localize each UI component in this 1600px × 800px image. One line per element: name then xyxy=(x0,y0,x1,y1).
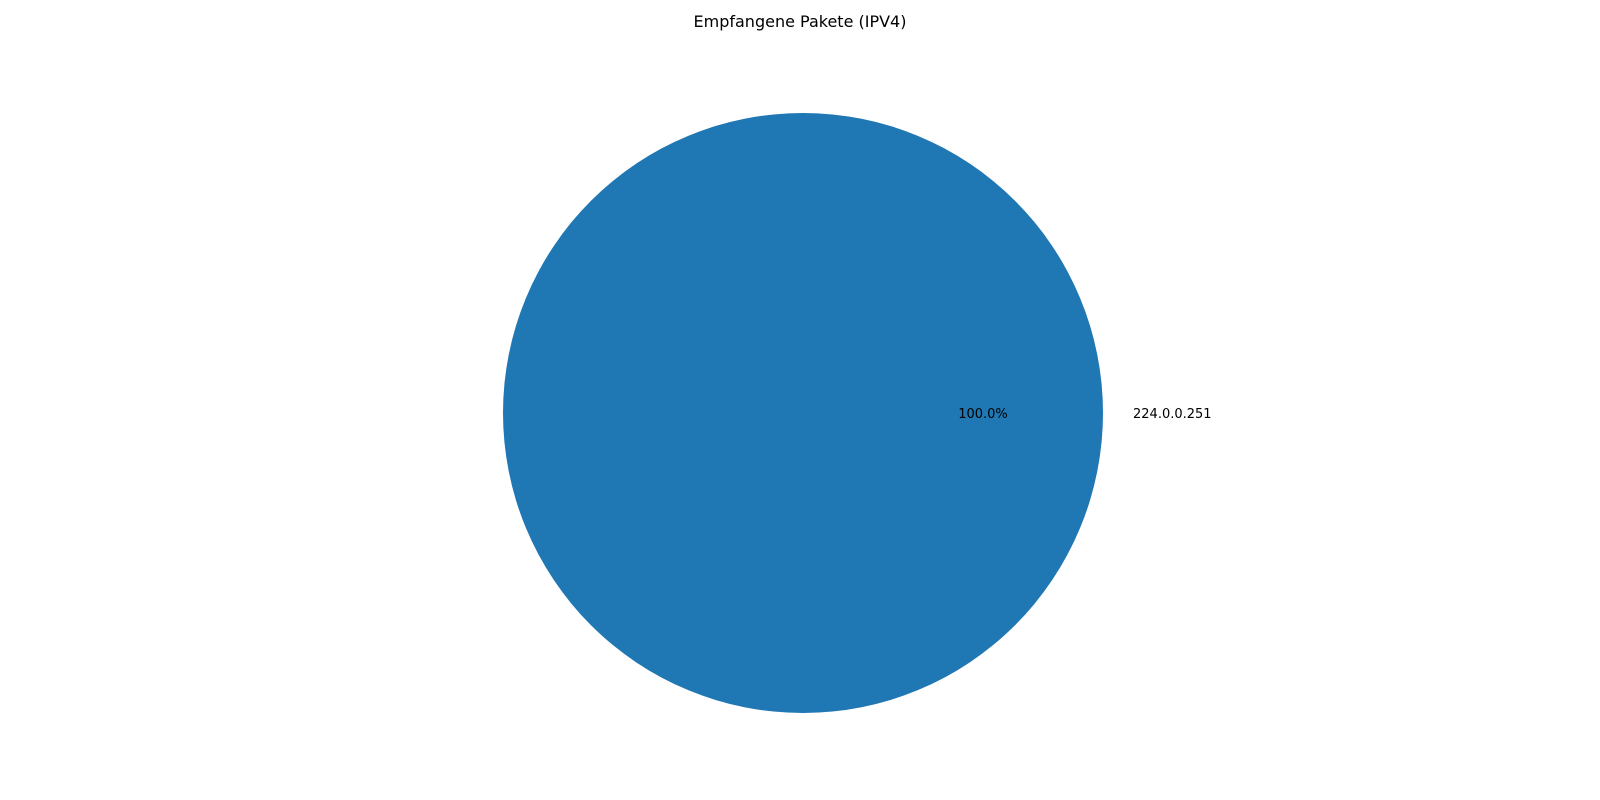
chart-title: Empfangene Pakete (IPV4) xyxy=(693,12,907,31)
pie-labels: 224.0.0.251 100.0% xyxy=(958,407,1211,422)
pie-slice xyxy=(503,113,1103,713)
pie-slices xyxy=(503,113,1103,713)
slice-label: 224.0.0.251 xyxy=(1133,407,1212,422)
slice-percent-label: 100.0% xyxy=(958,407,1008,422)
